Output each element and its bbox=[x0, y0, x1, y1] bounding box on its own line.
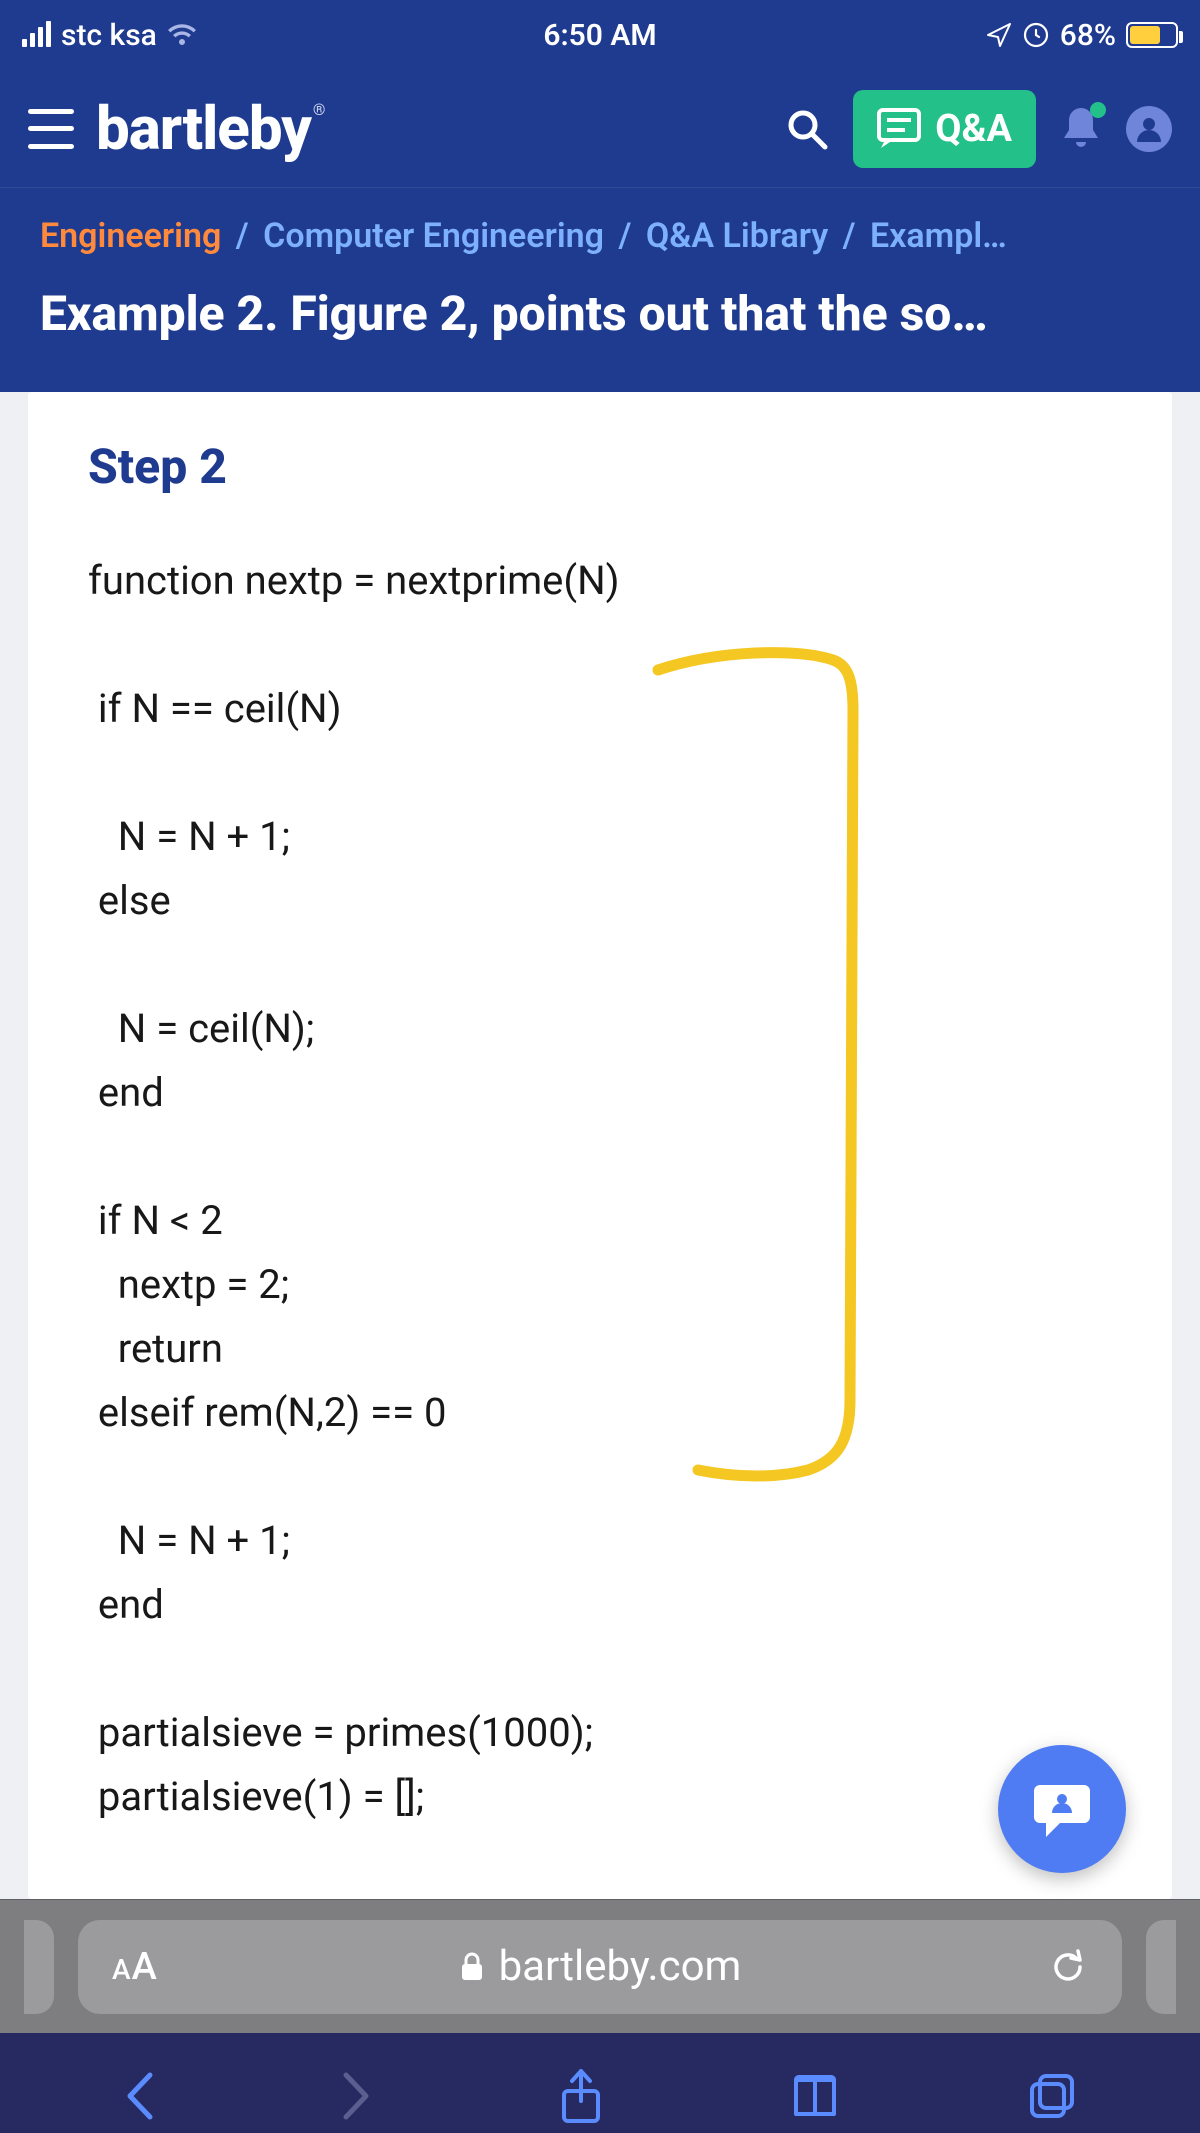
brand-logo[interactable]: bartleby® bbox=[96, 93, 323, 164]
content-area: Step 2 function nextp = nextprime(N) if … bbox=[0, 392, 1200, 1899]
battery-percent: 68% bbox=[1060, 18, 1116, 53]
breadcrumb-separator: / bbox=[828, 216, 870, 256]
status-time: 6:50 AM bbox=[407, 18, 792, 53]
prev-tab-peek[interactable] bbox=[24, 1920, 54, 2014]
breadcrumb-bar: Engineering / Computer Engineering / Q&A… bbox=[0, 188, 1200, 392]
qa-label: Q&A bbox=[935, 107, 1012, 151]
next-tab-peek[interactable] bbox=[1146, 1920, 1176, 2014]
safari-address-bar: AA bartleby.com bbox=[0, 1899, 1200, 2033]
code-line: end bbox=[88, 1573, 1112, 1637]
code-line: partialsieve = primes(1000); bbox=[88, 1701, 1112, 1765]
code-line: end bbox=[88, 1061, 1112, 1125]
domain-text: bartleby.com bbox=[499, 1942, 742, 1991]
safari-toolbar bbox=[0, 2033, 1200, 2133]
code-line bbox=[88, 613, 1112, 677]
reader-text-size-button[interactable]: AA bbox=[112, 1945, 158, 1989]
code-block: function nextp = nextprime(N) if N == ce… bbox=[88, 549, 1112, 1829]
bookmarks-button[interactable] bbox=[788, 2072, 842, 2120]
breadcrumb-item[interactable]: Exampl… bbox=[870, 216, 1007, 256]
address-pill[interactable]: AA bartleby.com bbox=[78, 1920, 1122, 2014]
status-left: stc ksa bbox=[22, 18, 407, 53]
wifi-icon bbox=[167, 23, 197, 47]
code-line: N = ceil(N); bbox=[88, 997, 1112, 1061]
status-right: 68% bbox=[793, 18, 1178, 53]
breadcrumb-item[interactable]: Q&A Library bbox=[646, 216, 828, 256]
cellular-signal-icon bbox=[22, 23, 51, 47]
page-title: Example 2. Figure 2, points out that the… bbox=[40, 284, 1160, 344]
chat-fab-button[interactable] bbox=[998, 1745, 1126, 1873]
code-line: else bbox=[88, 869, 1112, 933]
code-line: N = N + 1; bbox=[88, 805, 1112, 869]
code-line: elseif rem(N,2) == 0 bbox=[88, 1381, 1112, 1445]
code-line: N = N + 1; bbox=[88, 1509, 1112, 1573]
chat-lines-icon bbox=[877, 108, 921, 150]
breadcrumb: Engineering / Computer Engineering / Q&A… bbox=[40, 216, 1160, 256]
notification-dot bbox=[1090, 102, 1106, 118]
breadcrumb-item[interactable]: Engineering bbox=[40, 216, 221, 256]
code-line: if N < 2 bbox=[88, 1189, 1112, 1253]
hamburger-menu-button[interactable] bbox=[28, 109, 74, 149]
code-line: partialsieve(1) = []; bbox=[88, 1765, 1112, 1829]
location-arrow-icon bbox=[986, 22, 1012, 48]
battery-icon bbox=[1126, 22, 1178, 48]
app-header: bartleby® Q&A bbox=[0, 70, 1200, 188]
code-line bbox=[88, 1445, 1112, 1509]
code-line: return bbox=[88, 1317, 1112, 1381]
step-heading: Step 2 bbox=[88, 438, 1112, 495]
breadcrumb-item[interactable]: Computer Engineering bbox=[263, 216, 604, 256]
code-line: if N == ceil(N) bbox=[88, 677, 1112, 741]
code-line: function nextp = nextprime(N) bbox=[88, 549, 1112, 613]
answer-card: Step 2 function nextp = nextprime(N) if … bbox=[28, 392, 1172, 1899]
forward-button[interactable] bbox=[340, 2069, 374, 2123]
breadcrumb-separator: / bbox=[604, 216, 646, 256]
search-button[interactable] bbox=[783, 105, 831, 153]
back-button[interactable] bbox=[122, 2069, 156, 2123]
brand-registered: ® bbox=[313, 100, 325, 119]
qa-button[interactable]: Q&A bbox=[853, 90, 1036, 168]
code-line bbox=[88, 741, 1112, 805]
breadcrumb-separator: / bbox=[221, 216, 263, 256]
notifications-button[interactable] bbox=[1058, 104, 1104, 154]
share-button[interactable] bbox=[558, 2067, 604, 2125]
code-line bbox=[88, 1637, 1112, 1701]
ios-status-bar: stc ksa 6:50 AM 68% bbox=[0, 0, 1200, 70]
code-line bbox=[88, 1125, 1112, 1189]
tabs-button[interactable] bbox=[1026, 2070, 1078, 2122]
lock-icon bbox=[459, 1951, 485, 1983]
code-line: nextp = 2; bbox=[88, 1253, 1112, 1317]
profile-button[interactable] bbox=[1126, 106, 1172, 152]
address-domain: bartleby.com bbox=[459, 1942, 742, 1991]
refresh-button[interactable] bbox=[1048, 1947, 1088, 1987]
brand-text: bartleby bbox=[96, 93, 311, 164]
rotation-lock-icon bbox=[1022, 21, 1050, 49]
code-line bbox=[88, 933, 1112, 997]
carrier-label: stc ksa bbox=[61, 18, 157, 53]
